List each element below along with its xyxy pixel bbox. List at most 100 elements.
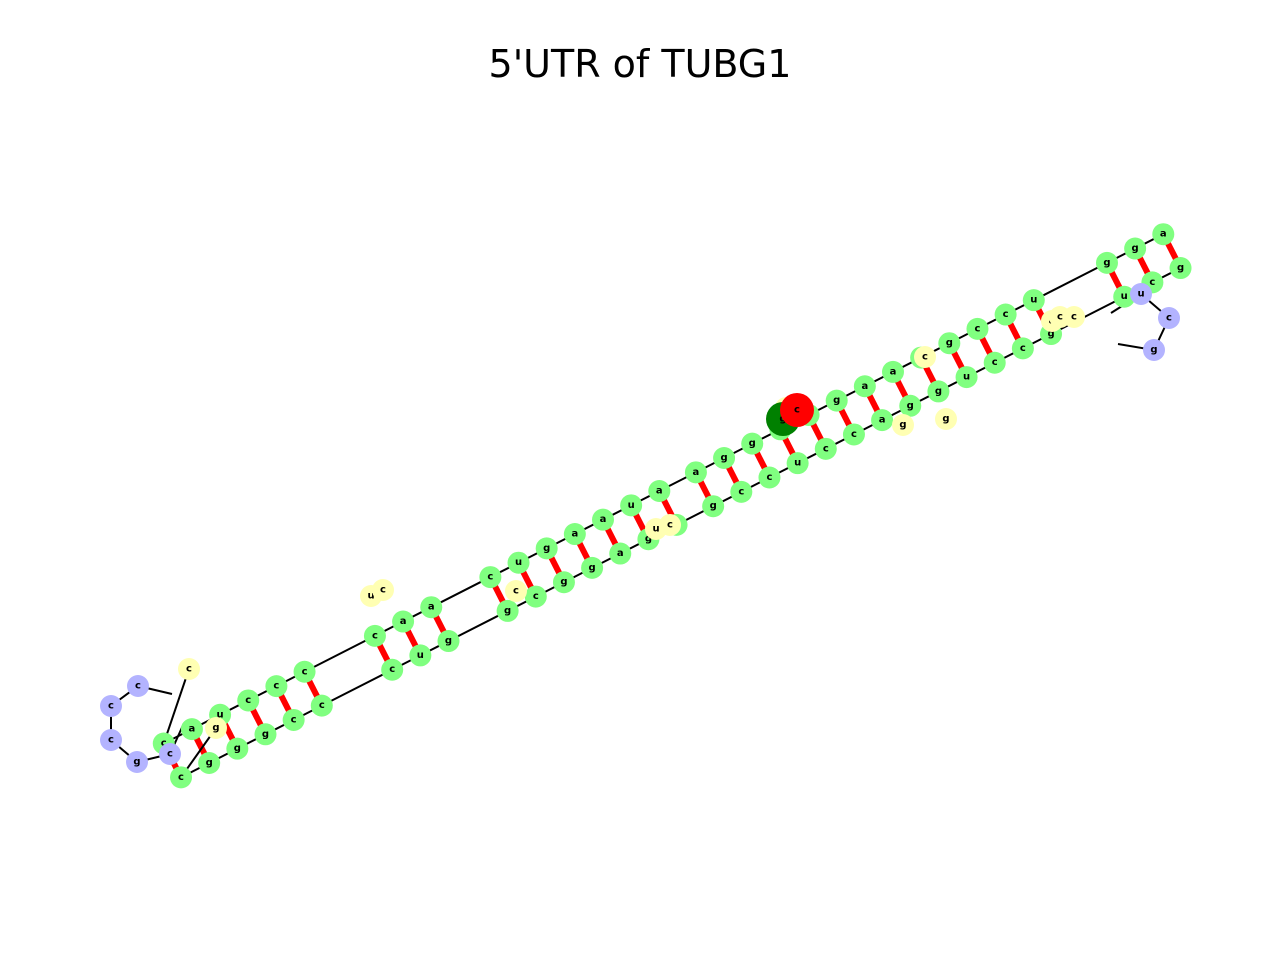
nucleotide-circle — [842, 423, 865, 446]
nucleotide-label: g — [935, 386, 942, 397]
five-prime-start-marker — [780, 393, 814, 427]
nucleotide-circle — [871, 409, 894, 432]
nucleotide-label: c — [178, 772, 184, 783]
nucleotide-circle — [180, 718, 203, 741]
five-prime-start-label: c — [794, 405, 800, 416]
nucleotide-circle — [853, 375, 876, 398]
nucleotide-circle — [226, 737, 249, 760]
paired-nucleotide: c — [966, 317, 989, 340]
paired-nucleotide: u — [955, 366, 978, 389]
nucleotide-circle — [935, 408, 957, 430]
unpaired-nucleotide: c — [505, 580, 527, 602]
nucleotide-circle — [524, 585, 547, 608]
unpaired-nucleotide: g — [892, 414, 914, 436]
unpaired-nucleotide: g — [205, 717, 227, 739]
base-pair-bonds — [161, 232, 1184, 779]
paired-nucleotide: g — [496, 599, 519, 622]
nucleotide-label: c — [1003, 309, 1009, 320]
paired-nucleotide: g — [825, 389, 848, 412]
nucleotide-label: c — [667, 520, 673, 531]
paired-nucleotide: c — [170, 766, 193, 789]
paired-nucleotide: g — [1124, 237, 1147, 260]
hairpin-loop-nucleotide: c — [127, 675, 149, 697]
hairpin-loop-nucleotide: g — [1143, 339, 1165, 361]
nucleotide-label: g — [543, 543, 550, 554]
paired-nucleotide: c — [363, 624, 386, 647]
paired-nucleotide: u — [409, 644, 432, 667]
nucleotide-circle — [178, 658, 200, 680]
nucleotide-label: g — [589, 562, 596, 573]
nucleotide-label: a — [656, 485, 663, 496]
nucleotide-circle — [814, 437, 837, 460]
unpaired-nucleotide: g — [935, 408, 957, 430]
nucleotide-circle — [591, 508, 614, 531]
nucleotide-label: g — [1177, 263, 1184, 274]
nucleotide-circle — [100, 695, 122, 717]
hairpin-loop-nucleotide: c — [159, 743, 181, 765]
nucleotide-label: g — [504, 605, 511, 616]
nucleotide-circle — [381, 658, 404, 681]
nucleotide-circle — [899, 394, 922, 417]
nucleotide-label: a — [693, 467, 700, 478]
nucleotide-circle — [1124, 237, 1147, 260]
nucleotide-circle — [198, 752, 221, 775]
paired-nucleotide: a — [648, 479, 671, 502]
paired-nucleotide: g — [437, 630, 460, 653]
nucleotide-label: c — [992, 357, 998, 368]
nucleotide-label: u — [367, 591, 374, 602]
nucleotide-label: g — [1150, 345, 1157, 356]
nucleotide-label: g — [1103, 257, 1110, 268]
nucleotide-label: g — [133, 757, 140, 768]
nucleotide-label: g — [645, 534, 652, 545]
nucleotide-label: u — [794, 458, 801, 469]
paired-nucleotide: g — [226, 737, 249, 760]
paired-nucleotide: c — [994, 303, 1017, 326]
paired-nucleotide: a — [180, 718, 203, 741]
paired-nucleotide: a — [871, 409, 894, 432]
nucleotide-label: c — [108, 735, 114, 746]
paired-nucleotide: g — [198, 752, 221, 775]
nucleotide-circle — [127, 675, 149, 697]
paired-nucleotide: a — [881, 360, 904, 383]
paired-nucleotide: c — [842, 423, 865, 446]
paired-nucleotide: c — [310, 694, 333, 717]
nucleotide-circle — [372, 579, 394, 601]
nucleotide-circle — [1095, 251, 1118, 274]
nucleotide-label: a — [400, 616, 407, 627]
nucleotide-label: a — [890, 366, 897, 377]
nucleotide-circle — [914, 346, 936, 368]
nucleotide-label: u — [1030, 295, 1037, 306]
nucleotide-circle — [1169, 257, 1192, 280]
paired-nucleotide: u — [620, 494, 643, 517]
paired-nucleotide: a — [1152, 223, 1175, 246]
nucleotide-label: c — [1166, 313, 1172, 324]
paired-nucleotide: a — [420, 596, 443, 619]
nucleotide-circle — [713, 446, 736, 469]
nucleotide-label: u — [417, 650, 424, 661]
nucleotide-label: u — [963, 372, 970, 383]
nucleotide-circle — [758, 466, 781, 489]
nucleotide-circle — [479, 566, 502, 589]
nucleotide-label: u — [1121, 291, 1128, 302]
nucleotide-circle — [496, 599, 519, 622]
nucleotide-label: c — [487, 572, 493, 583]
paired-nucleotide: u — [786, 452, 809, 475]
paired-nucleotide: g — [927, 380, 950, 403]
paired-nucleotide: g — [741, 432, 764, 455]
paired-nucleotide: g — [938, 332, 961, 355]
nucleotide-label: g — [710, 501, 717, 512]
nucleotide-label: c — [319, 700, 325, 711]
paired-nucleotide: g — [1169, 257, 1192, 280]
hairpin-loop-nucleotide: c — [1158, 307, 1180, 329]
unpaired-nucleotide: c — [1063, 306, 1085, 328]
nucleotide-circle — [966, 317, 989, 340]
nucleotide-label: g — [262, 729, 269, 740]
paired-nucleotide: c — [479, 566, 502, 589]
nucleotide-circle — [420, 596, 443, 619]
nucleotide-circle — [1063, 306, 1085, 328]
nucleotide-label: c — [922, 352, 928, 363]
paired-nucleotide: u — [1113, 285, 1136, 308]
paired-nucleotide: c — [265, 675, 288, 698]
nucleotide-circle — [505, 580, 527, 602]
nucleotide-circle — [205, 717, 227, 739]
